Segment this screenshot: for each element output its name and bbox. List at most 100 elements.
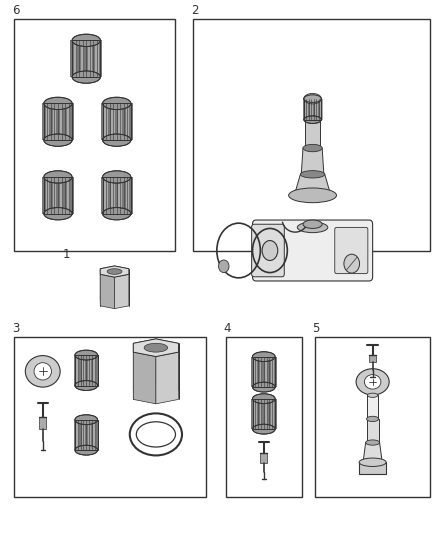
Ellipse shape (253, 382, 275, 392)
Polygon shape (100, 266, 129, 277)
Ellipse shape (359, 458, 386, 466)
Ellipse shape (304, 95, 321, 102)
Bar (56, 177, 60, 214)
Bar (93, 355, 96, 385)
Bar (251, 399, 254, 429)
Bar (99, 41, 102, 77)
Ellipse shape (102, 171, 131, 183)
Bar (115, 177, 119, 214)
Bar (108, 103, 111, 140)
Bar (115, 103, 119, 140)
Polygon shape (133, 339, 179, 357)
Bar (74, 355, 76, 385)
Bar (101, 177, 104, 214)
Bar (14, 19, 176, 251)
Polygon shape (253, 357, 275, 387)
Bar (85, 41, 88, 77)
Ellipse shape (367, 416, 379, 422)
Bar (56, 103, 60, 140)
Text: 5: 5 (313, 321, 320, 335)
Ellipse shape (44, 171, 72, 183)
Bar (60, 103, 63, 140)
Bar (71, 103, 74, 140)
Polygon shape (75, 419, 98, 450)
Bar (74, 419, 76, 450)
Bar (320, 99, 322, 120)
Bar (93, 419, 96, 450)
Bar (119, 103, 122, 140)
Bar (14, 337, 206, 497)
Bar (193, 19, 430, 251)
Polygon shape (72, 41, 100, 77)
Bar (367, 395, 378, 419)
Bar (63, 177, 67, 214)
Bar (305, 99, 307, 120)
Bar (49, 103, 53, 140)
Bar (88, 355, 91, 385)
Polygon shape (156, 339, 179, 391)
Ellipse shape (72, 34, 100, 46)
Ellipse shape (75, 350, 98, 360)
Polygon shape (156, 352, 179, 404)
Bar (111, 177, 115, 214)
Bar (254, 399, 257, 429)
Bar (49, 177, 53, 214)
Ellipse shape (356, 369, 389, 395)
Bar (71, 177, 74, 214)
Bar (111, 103, 115, 140)
Bar (126, 177, 129, 214)
Polygon shape (363, 442, 382, 462)
Bar (82, 419, 85, 450)
Bar (63, 103, 67, 140)
Bar (46, 177, 49, 214)
Bar (262, 399, 265, 429)
Polygon shape (102, 177, 131, 214)
Bar (268, 357, 271, 387)
Bar (274, 357, 276, 387)
Bar (108, 177, 111, 214)
Bar (104, 103, 108, 140)
Bar (303, 99, 305, 120)
Ellipse shape (34, 362, 51, 380)
Polygon shape (75, 355, 98, 385)
Bar (91, 355, 93, 385)
Ellipse shape (304, 116, 321, 124)
Bar (129, 103, 133, 140)
Bar (104, 177, 108, 214)
Ellipse shape (366, 440, 380, 445)
Bar (367, 419, 379, 442)
Bar (271, 357, 274, 387)
Bar (260, 357, 262, 387)
Ellipse shape (102, 207, 131, 220)
Bar (85, 419, 88, 450)
Ellipse shape (107, 269, 122, 274)
Ellipse shape (253, 394, 275, 403)
Ellipse shape (297, 222, 328, 232)
Bar (67, 177, 71, 214)
Bar (251, 357, 254, 387)
Ellipse shape (303, 144, 322, 152)
Bar (71, 41, 74, 77)
Bar (60, 177, 63, 214)
Bar (260, 454, 267, 463)
Bar (96, 419, 99, 450)
Bar (359, 462, 386, 474)
Bar (67, 103, 71, 140)
Ellipse shape (102, 97, 131, 110)
Bar (46, 103, 49, 140)
FancyBboxPatch shape (253, 220, 373, 281)
Bar (91, 419, 93, 450)
Bar (310, 99, 313, 120)
Polygon shape (100, 274, 115, 309)
Polygon shape (102, 103, 131, 140)
Bar (42, 177, 46, 214)
Ellipse shape (44, 207, 72, 220)
Bar (122, 103, 126, 140)
Bar (88, 41, 92, 77)
Bar (254, 357, 257, 387)
Bar (262, 357, 265, 387)
Ellipse shape (25, 356, 60, 387)
Polygon shape (115, 274, 129, 309)
Bar (257, 357, 260, 387)
Bar (265, 399, 268, 429)
